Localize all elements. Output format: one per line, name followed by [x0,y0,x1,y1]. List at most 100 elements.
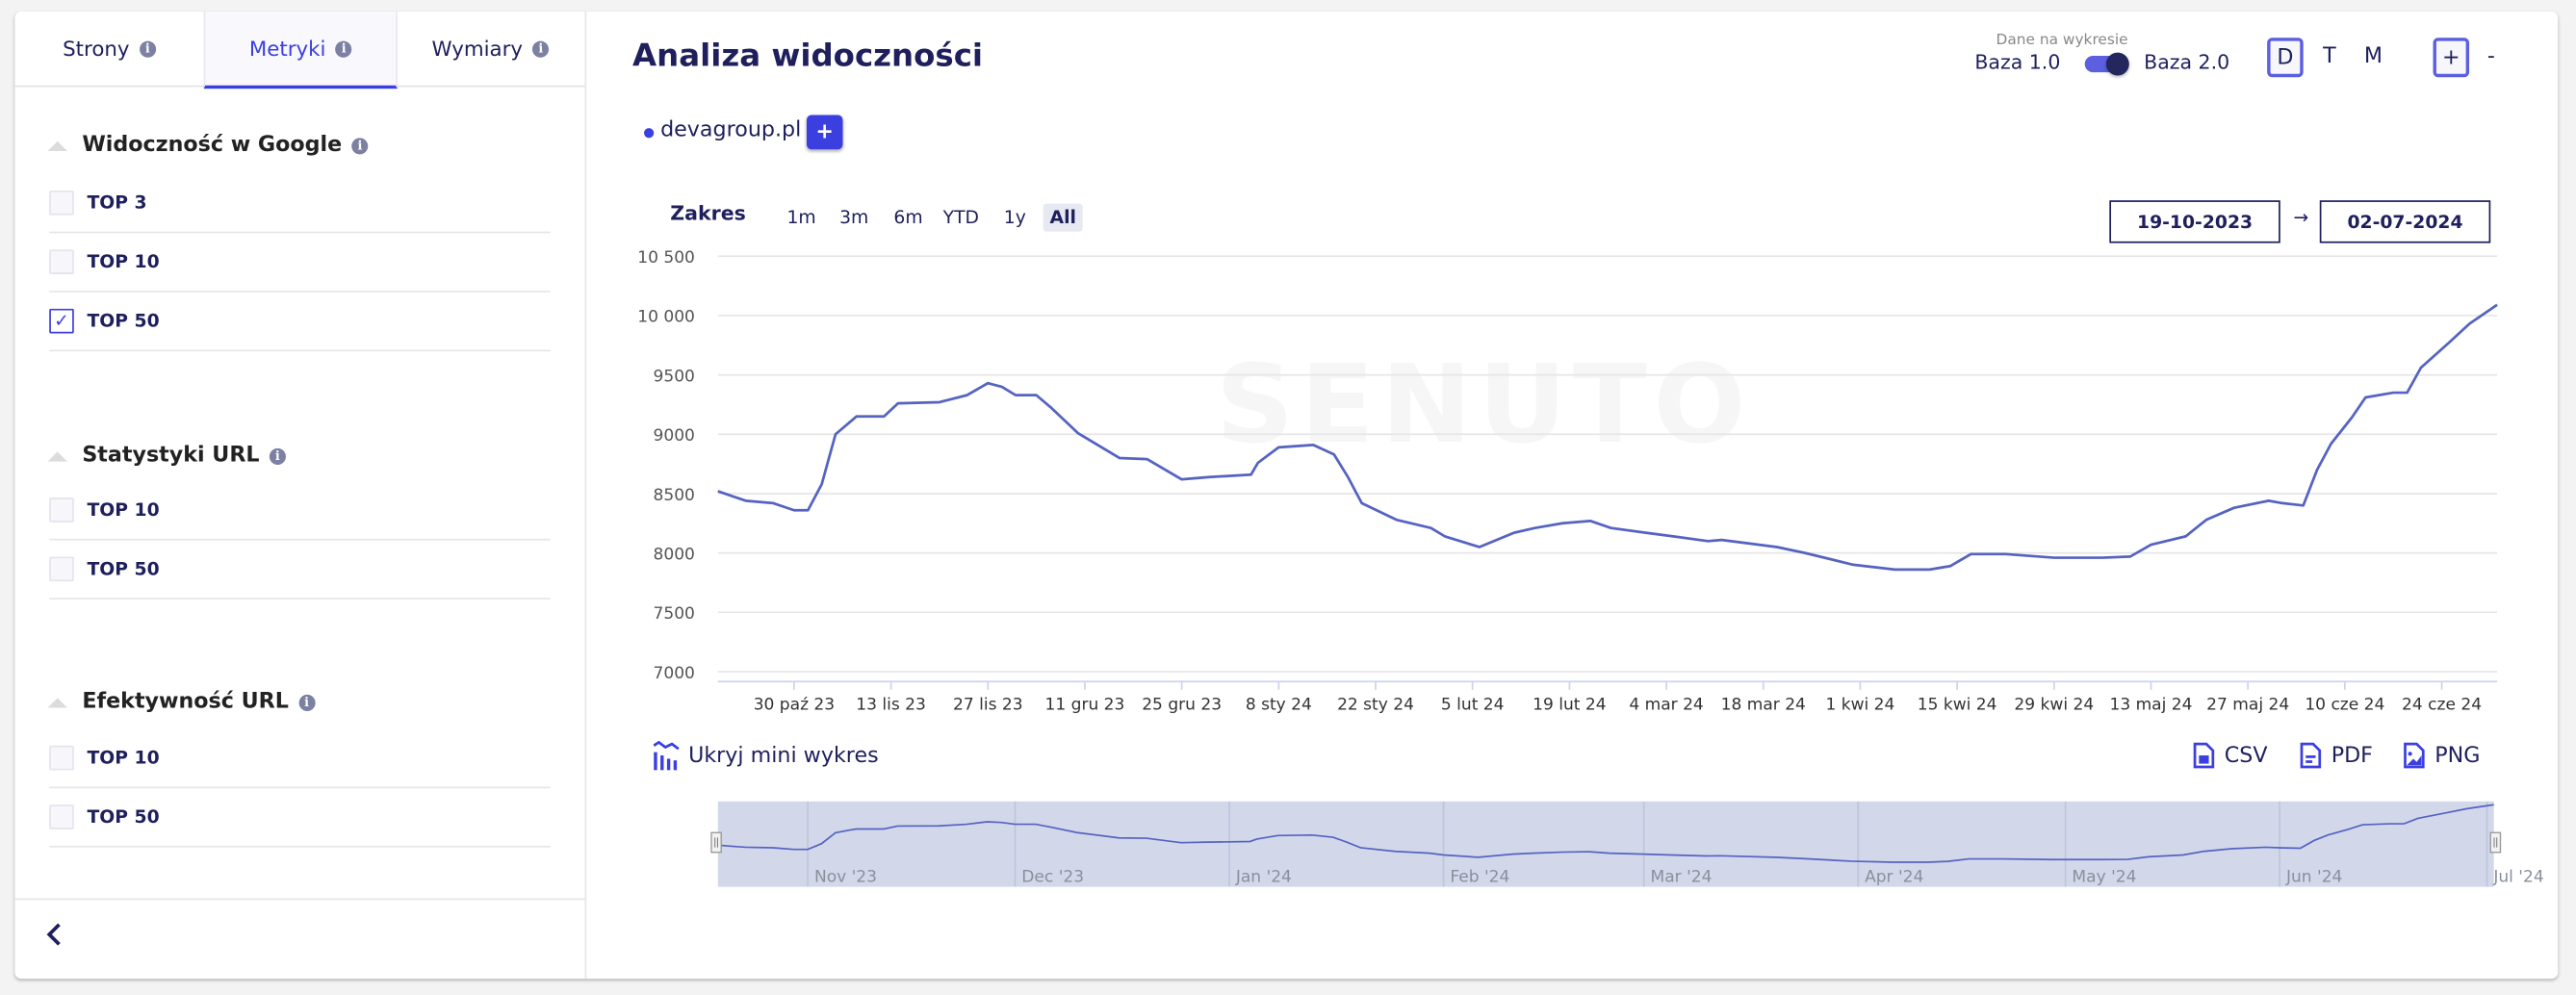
y-tick-label: 8500 [654,486,695,505]
toggle-mini-chart-label: Ukryj mini wykres [688,743,879,768]
section-title: Widoczność w Google [82,133,343,158]
checkbox-label: TOP 10 [87,498,160,522]
chevron-left-icon[interactable] [42,920,65,950]
info-icon[interactable]: i [269,447,286,465]
x-tick-label: 24 cze 24 [2402,695,2482,714]
info-icon[interactable]: i [335,39,352,57]
data-source-toggle[interactable] [2084,52,2131,76]
x-tick-label: 11 gru 23 [1045,695,1125,714]
export-pdf-button[interactable]: PDF [2300,742,2373,769]
tab-metryki[interactable]: Metryki i [203,11,399,89]
info-icon[interactable]: i [298,694,316,711]
export-label: CSV [2224,743,2268,768]
x-tick-label: 15 kwi 24 [1918,695,1997,714]
date-from-input[interactable]: 19-10-2023 [2109,200,2280,243]
divider [14,898,585,901]
range-1m-button[interactable]: 1m [786,207,816,229]
x-tick-label: 4 mar 24 [1629,695,1703,714]
tab-wymiary[interactable]: Wymiary i [396,12,585,88]
navigator-left-handle[interactable] [710,831,722,854]
x-tick-label: 29 kwi 24 [2014,695,2094,714]
checkbox[interactable] [49,249,74,275]
range-label: Zakres [670,201,746,225]
checkbox-checked[interactable]: ✓ [49,308,74,334]
granularity-month-button[interactable]: M [2363,44,2383,69]
collapse-triangle-icon[interactable] [47,697,67,707]
csv-file-icon [2193,742,2215,769]
data-source-caption: Dane na wykresie [1996,33,2128,50]
checkbox-item-top50[interactable]: TOP 50 [49,788,551,848]
navigator-line [717,804,2494,863]
checkbox[interactable] [49,804,74,829]
collapse-triangle-icon[interactable] [47,140,67,151]
navigator-tick-label: Dec '23 [1021,867,1084,886]
range-3m-button[interactable]: 3m [839,207,869,229]
domain-label[interactable]: devagroup.pl [660,117,802,143]
x-tick-label: 18 mar 24 [1721,695,1806,714]
data-source-left-label: Baza 1.0 [1974,50,2061,74]
checkbox-item-top50[interactable]: ✓ TOP 50 [49,293,551,352]
tab-label: Strony [63,36,130,62]
range-ytd-button[interactable]: YTD [942,207,980,229]
date-to-input[interactable]: 02-07-2024 [2319,200,2491,243]
range-1y-button[interactable]: 1y [1003,207,1026,229]
zoom-in-button[interactable]: + [2433,38,2470,78]
checkbox-label: TOP 50 [87,805,160,829]
navigator-right-handle[interactable] [2489,831,2502,854]
collapse-triangle-icon[interactable] [47,450,67,461]
navigator-tick-label: Jun '24 [2285,867,2342,886]
y-tick-label: 9000 [654,426,695,446]
x-tick-label: 25 gru 23 [1142,695,1222,714]
checkbox-label: TOP 50 [87,310,160,332]
checkbox-label: TOP 50 [87,558,160,580]
add-domain-button[interactable]: + [806,115,843,150]
info-icon[interactable]: i [351,137,369,154]
checkbox-item-top10[interactable]: TOP 10 [49,233,551,293]
checkbox-item-top10[interactable]: TOP 10 [49,729,551,789]
y-tick-label: 7000 [654,664,695,683]
checkbox-item-top50[interactable]: TOP 50 [49,540,551,600]
checkbox[interactable] [49,190,74,216]
sidebar: Strony i Metryki i Wymiary i Widoczność w G… [14,11,587,980]
granularity-day-button[interactable]: D [2267,38,2304,78]
range-6m-button[interactable]: 6m [893,207,923,229]
tab-label: Metryki [248,36,326,62]
date-arrow: → [2293,207,2309,229]
section-header-widocznosc[interactable]: Widoczność w Google i [47,133,369,158]
toggle-mini-chart-button[interactable]: Ukryj mini wykres [653,740,879,771]
export-png-button[interactable]: PNG [2404,742,2480,769]
watermark-logo: SENUTO [1215,341,1753,469]
info-icon[interactable]: i [532,39,550,57]
checkbox-label: TOP 3 [87,191,147,214]
info-icon[interactable]: i [139,39,156,57]
navigator-tick-label: Jul '24 [2492,867,2543,886]
checkbox-item-top3[interactable]: TOP 3 [49,174,551,234]
y-tick-label: 10 000 [637,308,695,327]
export-label: PDF [2331,743,2373,768]
tab-strony[interactable]: Strony i [14,12,204,88]
navigator-tick-label: Jan '24 [1235,867,1292,886]
granularity-week-button[interactable]: T [2323,44,2336,69]
x-tick-label: 22 sty 24 [1337,695,1414,714]
navigator-tick-label: May '24 [2072,867,2136,886]
y-tick-label: 9500 [654,367,695,386]
series-line [717,303,2498,572]
checkbox-item-top10[interactable]: TOP 10 [49,481,551,541]
export-csv-button[interactable]: CSV [2193,742,2268,769]
checkbox-label: TOP 10 [87,251,160,273]
zoom-out-button[interactable]: - [2486,44,2495,69]
x-tick-label: 13 maj 24 [2109,695,2192,714]
x-tick-label: 5 lut 24 [1441,695,1505,714]
x-tick-label: 8 sty 24 [1246,695,1312,714]
checkbox[interactable] [49,556,74,582]
range-all-button[interactable]: All [1043,203,1083,232]
section-header-efektywnosc-url[interactable]: Efektywność URL i [47,690,316,714]
x-tick-label: 27 lis 23 [953,695,1023,714]
section-header-statystyki-url[interactable]: Statystyki URL i [47,444,286,468]
checkbox-label: TOP 10 [87,747,160,769]
y-tick-label: 7500 [654,604,695,624]
checkbox[interactable] [49,745,74,771]
checkbox[interactable] [49,498,74,523]
